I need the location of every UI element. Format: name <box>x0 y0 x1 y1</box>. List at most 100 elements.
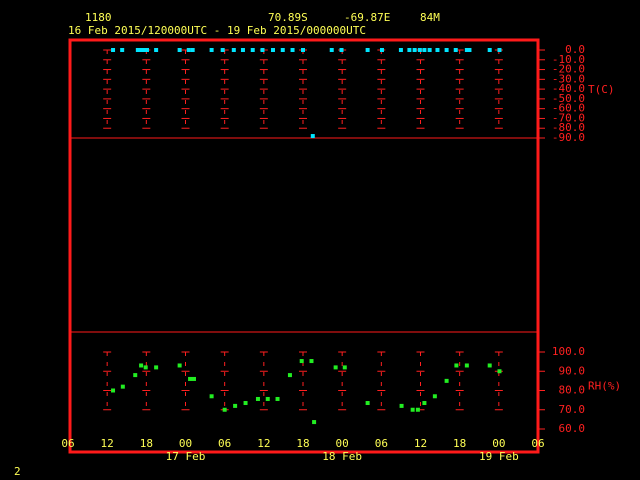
x-tick-label: 06 <box>61 437 74 450</box>
point <box>422 401 427 406</box>
point <box>275 396 280 401</box>
point <box>407 48 412 52</box>
point <box>444 48 449 52</box>
point <box>255 396 260 401</box>
point <box>280 48 285 52</box>
y-tick-label: 80.0 <box>559 384 586 397</box>
point <box>398 48 403 52</box>
point <box>243 401 248 406</box>
point <box>177 363 182 368</box>
point <box>209 394 214 399</box>
x-tick-label: 12 <box>257 437 270 450</box>
point <box>467 48 472 52</box>
x-tick-label: 18 <box>296 437 309 450</box>
y-tick-label: 100.0 <box>552 345 585 358</box>
point <box>111 48 116 52</box>
point <box>177 48 182 52</box>
point <box>190 48 195 52</box>
x-tick-label: 00 <box>336 437 349 450</box>
point <box>222 407 227 412</box>
point <box>412 48 417 52</box>
point <box>265 396 270 401</box>
point <box>435 48 440 52</box>
point <box>135 48 140 52</box>
y-tick-label: -70.0 <box>552 111 585 124</box>
point <box>415 407 420 412</box>
point <box>365 401 370 406</box>
x-tick-label: 06 <box>375 437 388 450</box>
point <box>111 388 116 393</box>
point <box>154 48 159 52</box>
point <box>444 378 449 383</box>
y-tick-label: -80.0 <box>552 121 585 134</box>
point <box>240 48 245 52</box>
point <box>365 48 370 52</box>
x-tick-label: 00 <box>492 437 505 450</box>
y-tick-label: -90.0 <box>552 131 585 144</box>
point <box>422 48 427 52</box>
point <box>432 394 437 399</box>
x-date-label: 18 Feb <box>322 450 362 463</box>
x-tick-label: 18 <box>140 437 153 450</box>
frame <box>68 38 540 454</box>
point <box>233 403 238 408</box>
y-tick-label: 70.0 <box>559 403 586 416</box>
point <box>299 359 304 364</box>
x-tick-label: 06 <box>531 437 544 450</box>
point <box>310 134 315 139</box>
point <box>141 48 146 52</box>
y-tick-label: 60.0 <box>559 422 586 435</box>
point <box>191 376 196 381</box>
point <box>410 407 415 412</box>
point <box>154 365 159 370</box>
point <box>487 363 492 368</box>
point <box>260 48 265 52</box>
point <box>270 48 275 52</box>
x-date-label: 17 Feb <box>166 450 206 463</box>
point <box>220 48 225 52</box>
point <box>312 420 317 425</box>
point <box>120 384 125 389</box>
point <box>209 48 214 52</box>
point <box>290 48 295 52</box>
y-tick-label: 90.0 <box>559 364 586 377</box>
point <box>379 48 384 52</box>
point <box>342 365 347 370</box>
point <box>487 48 492 52</box>
period: 16 Feb 2015/120000UTC - 19 Feb 2015/0000… <box>68 24 366 37</box>
point <box>133 373 138 378</box>
point <box>333 365 338 370</box>
x-tick-label: 06 <box>218 437 231 450</box>
point <box>497 48 502 52</box>
y-axis-label: RH(%) <box>588 380 621 393</box>
point <box>250 48 255 52</box>
point <box>464 363 469 368</box>
point <box>427 48 432 52</box>
elevation: 84M <box>420 11 440 24</box>
x-date-label: 19 Feb <box>479 450 519 463</box>
point <box>144 48 149 52</box>
point <box>143 365 148 370</box>
point <box>339 48 344 52</box>
point <box>454 363 459 368</box>
point <box>417 48 422 52</box>
point <box>453 48 458 52</box>
point <box>464 48 469 52</box>
y-tick-label: -50.0 <box>552 92 585 105</box>
page-number: 2 <box>14 465 21 478</box>
station-id: 1180 <box>85 11 112 24</box>
point <box>139 48 144 52</box>
y-tick-label: -20.0 <box>552 63 585 76</box>
x-tick-label: 12 <box>414 437 427 450</box>
x-tick-label: 00 <box>179 437 192 450</box>
point <box>309 359 314 364</box>
point <box>497 369 502 374</box>
point <box>301 48 305 52</box>
x-tick-label: 18 <box>453 437 466 450</box>
point <box>287 373 292 378</box>
point <box>120 48 125 52</box>
y-tick-label: -40.0 <box>552 82 585 95</box>
x-tick-label: 12 <box>101 437 114 450</box>
point <box>139 363 144 368</box>
